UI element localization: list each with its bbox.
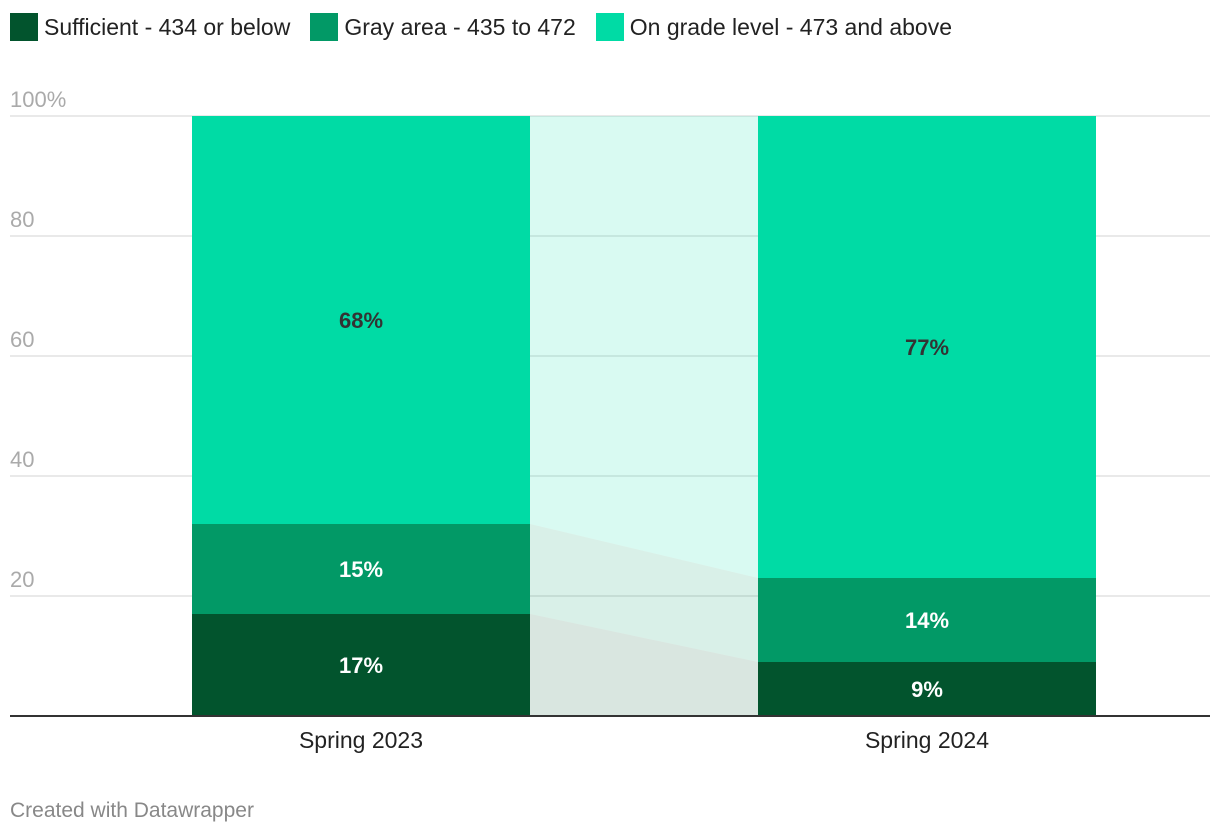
data-label-spring-2023-3: 68%	[339, 308, 383, 333]
credit-text: Created with Datawrapper	[10, 799, 254, 822]
bar-segment-spring-2023-1	[192, 614, 530, 716]
data-label-spring-2024-3: 77%	[905, 335, 949, 360]
bar-segment-spring-2023-2	[192, 524, 530, 614]
y-tick-label-40: 40	[10, 447, 34, 472]
y-tick-label-20: 20	[10, 567, 34, 592]
data-label-spring-2024-2: 14%	[905, 608, 949, 633]
y-tick-label-60: 60	[10, 327, 34, 352]
bar-segment-spring-2023-3	[192, 116, 530, 524]
legend-label-on-grade-level: On grade level - 473 and above	[629, 13, 952, 40]
x-tick-label-spring-2023: Spring 2023	[299, 727, 423, 753]
legend-label-sufficient: Sufficient - 434 or below	[44, 13, 291, 40]
y-tick-label-80: 80	[10, 207, 34, 232]
legend-label-gray-area: Gray area - 435 to 472	[344, 13, 576, 40]
x-tick-label-spring-2024: Spring 2024	[865, 727, 989, 753]
legend-item-gray-area: Gray area - 435 to 472	[310, 13, 576, 41]
connector-band-1	[530, 614, 758, 716]
bar-segment-spring-2024-1	[758, 662, 1096, 716]
connector-band-2	[530, 524, 758, 662]
legend-swatch-gray-area	[310, 13, 339, 41]
legend: Sufficient - 434 or below Gray area - 43…	[10, 11, 972, 43]
legend-item-sufficient: Sufficient - 434 or below	[10, 13, 290, 41]
legend-swatch-on-grade-level	[595, 13, 624, 41]
bar-segment-spring-2024-3	[758, 116, 1096, 578]
bar-segment-spring-2024-2	[758, 578, 1096, 662]
data-label-spring-2023-1: 17%	[339, 653, 383, 678]
legend-item-on-grade-level: On grade level - 473 and above	[595, 13, 952, 41]
data-label-spring-2024-1: 9%	[911, 677, 943, 702]
legend-swatch-sufficient	[10, 13, 38, 41]
y-tick-label-100: 100%	[10, 87, 66, 112]
data-label-spring-2023-2: 15%	[339, 557, 383, 582]
connector-band-3	[530, 116, 758, 578]
